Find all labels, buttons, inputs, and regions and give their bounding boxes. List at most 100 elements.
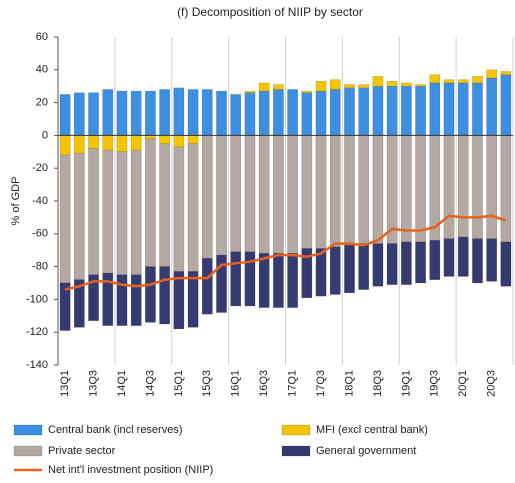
- bar: [400, 135, 412, 243]
- bar: [315, 90, 327, 136]
- bar: [472, 82, 483, 136]
- bar: [500, 74, 512, 136]
- bar: [415, 84, 426, 87]
- bar: [88, 92, 99, 136]
- bar: [187, 143, 199, 272]
- bar: [429, 74, 441, 84]
- bar: [287, 253, 298, 308]
- bar: [386, 243, 398, 285]
- bar: [315, 81, 327, 92]
- bar: [486, 135, 498, 239]
- bar: [159, 266, 171, 325]
- bar: [230, 94, 242, 136]
- bar: [145, 138, 156, 267]
- bar: [273, 135, 284, 254]
- bar: [344, 87, 355, 136]
- bar: [159, 89, 171, 136]
- x-tick-label: 15Q3: [201, 370, 213, 397]
- bar: [73, 92, 85, 136]
- x-tick-label: 20Q3: [486, 370, 498, 397]
- bar: [116, 151, 128, 276]
- bar: [145, 90, 156, 136]
- legend-swatch: [13, 424, 43, 436]
- bar: [258, 135, 270, 254]
- x-tick-label: 13Q3: [87, 370, 99, 397]
- bar: [273, 89, 284, 136]
- bar: [344, 84, 355, 89]
- bar: [73, 279, 85, 328]
- bar: [73, 135, 85, 154]
- y-tick-label: -20: [32, 162, 48, 174]
- bar: [301, 248, 313, 299]
- x-tick-label: 16Q3: [258, 370, 270, 397]
- y-tick-label: 20: [36, 97, 48, 109]
- bar: [329, 246, 341, 295]
- bar: [173, 146, 185, 272]
- bar: [116, 274, 128, 326]
- bar: [145, 266, 156, 323]
- bar: [500, 71, 512, 75]
- bar: [173, 271, 185, 330]
- bar: [216, 135, 227, 256]
- bar: [273, 84, 284, 90]
- bar: [88, 274, 99, 321]
- bar: [287, 89, 298, 136]
- bar: [486, 77, 498, 136]
- y-tick-label: 60: [36, 31, 48, 43]
- x-tick-label: 20Q1: [457, 370, 469, 397]
- line: [64, 214, 507, 291]
- y-tick-label: 40: [36, 64, 48, 76]
- bar: [130, 90, 142, 136]
- bar: [443, 82, 455, 136]
- bar: [500, 135, 512, 243]
- bar: [344, 135, 355, 246]
- x-tick-label: 17Q1: [287, 370, 299, 397]
- bar: [244, 90, 256, 94]
- legend-label: MFI (excl central bank): [316, 424, 428, 436]
- legend-label: Net int'l investment position (NIIP): [48, 464, 213, 476]
- bar: [301, 90, 313, 94]
- bar: [201, 89, 213, 136]
- bar: [159, 135, 171, 144]
- bar: [457, 236, 469, 277]
- bar: [130, 135, 142, 151]
- bar: [386, 81, 398, 87]
- bar: [244, 135, 256, 253]
- y-tick-label: -80: [32, 261, 48, 273]
- bar: [59, 282, 71, 331]
- legend-label: General government: [316, 445, 416, 457]
- bar: [315, 135, 327, 249]
- bar: [216, 90, 227, 136]
- bar: [173, 87, 185, 136]
- bar: [258, 90, 270, 136]
- bar: [187, 271, 199, 328]
- x-tick-label: 16Q1: [230, 370, 242, 397]
- bar: [372, 85, 384, 136]
- bar: [116, 135, 128, 153]
- bar: [358, 135, 370, 244]
- chart-title: (f) Decomposition of NIIP by sector: [177, 5, 363, 19]
- bar: [329, 89, 341, 136]
- bar: [358, 87, 370, 136]
- y-tick-label: -140: [26, 359, 48, 371]
- bar: [273, 253, 284, 308]
- bar: [201, 258, 213, 315]
- bar: [400, 85, 412, 136]
- bar: [102, 149, 114, 274]
- x-tick-label: 14Q1: [116, 370, 128, 397]
- bar: [102, 89, 114, 136]
- bar: [372, 135, 384, 244]
- bar: [457, 135, 469, 238]
- bar: [457, 82, 469, 136]
- bar: [287, 135, 298, 254]
- x-tick-label: 18Q3: [372, 370, 384, 397]
- bar: [130, 149, 142, 276]
- bar: [472, 238, 483, 284]
- x-tick-label: 19Q3: [429, 370, 441, 397]
- y-axis-label: % of GDP: [10, 177, 22, 226]
- bar: [344, 245, 355, 294]
- bar: [201, 135, 213, 259]
- legend-swatch: [13, 445, 43, 457]
- bar: [258, 82, 270, 92]
- bar: [329, 135, 341, 248]
